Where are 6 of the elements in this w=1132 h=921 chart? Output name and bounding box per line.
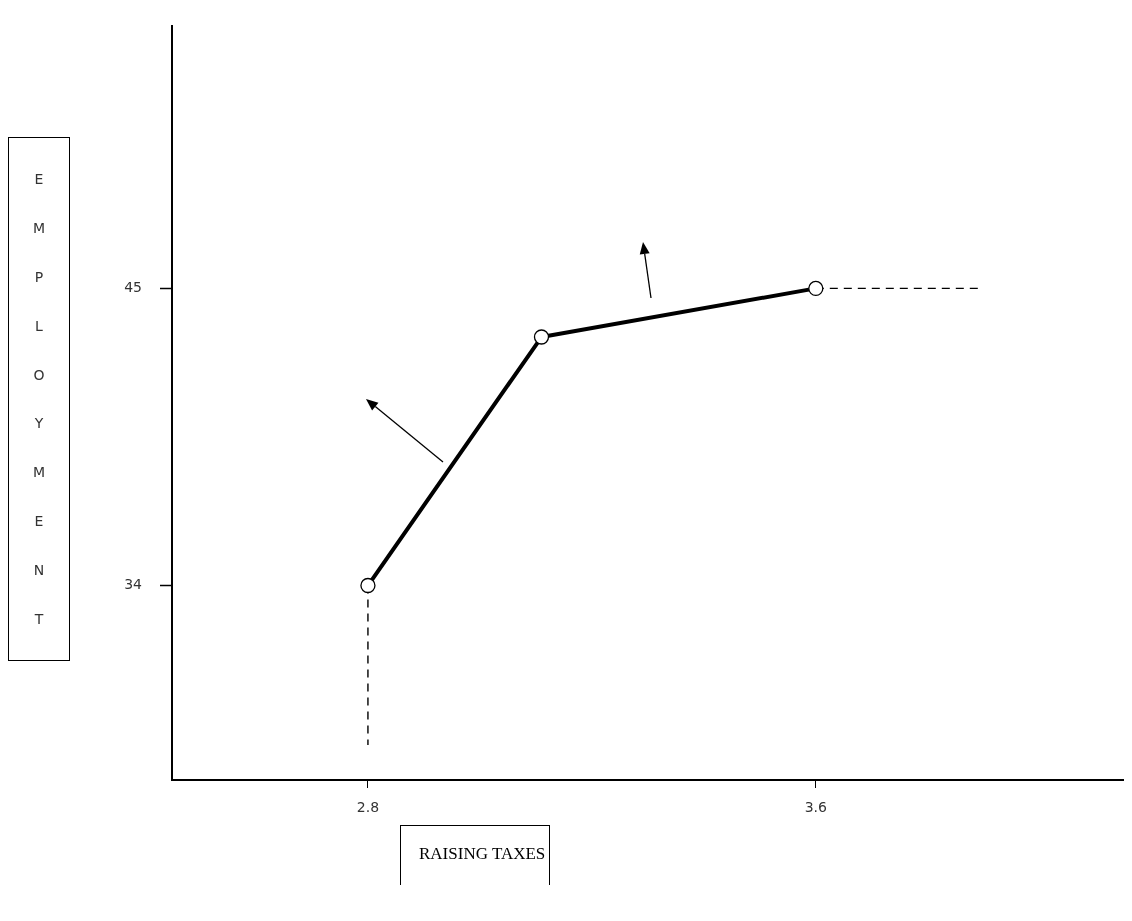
text: EMPLOYMENT <box>32 170 46 628</box>
y-tick-label: 45 <box>124 279 142 296</box>
y-tick-label: 34 <box>124 576 143 593</box>
x-axis-title: RAISING TAXES <box>400 825 550 885</box>
x-tick-label: 3.6 <box>804 799 828 816</box>
x-tick-label: 2.8 <box>356 799 380 816</box>
